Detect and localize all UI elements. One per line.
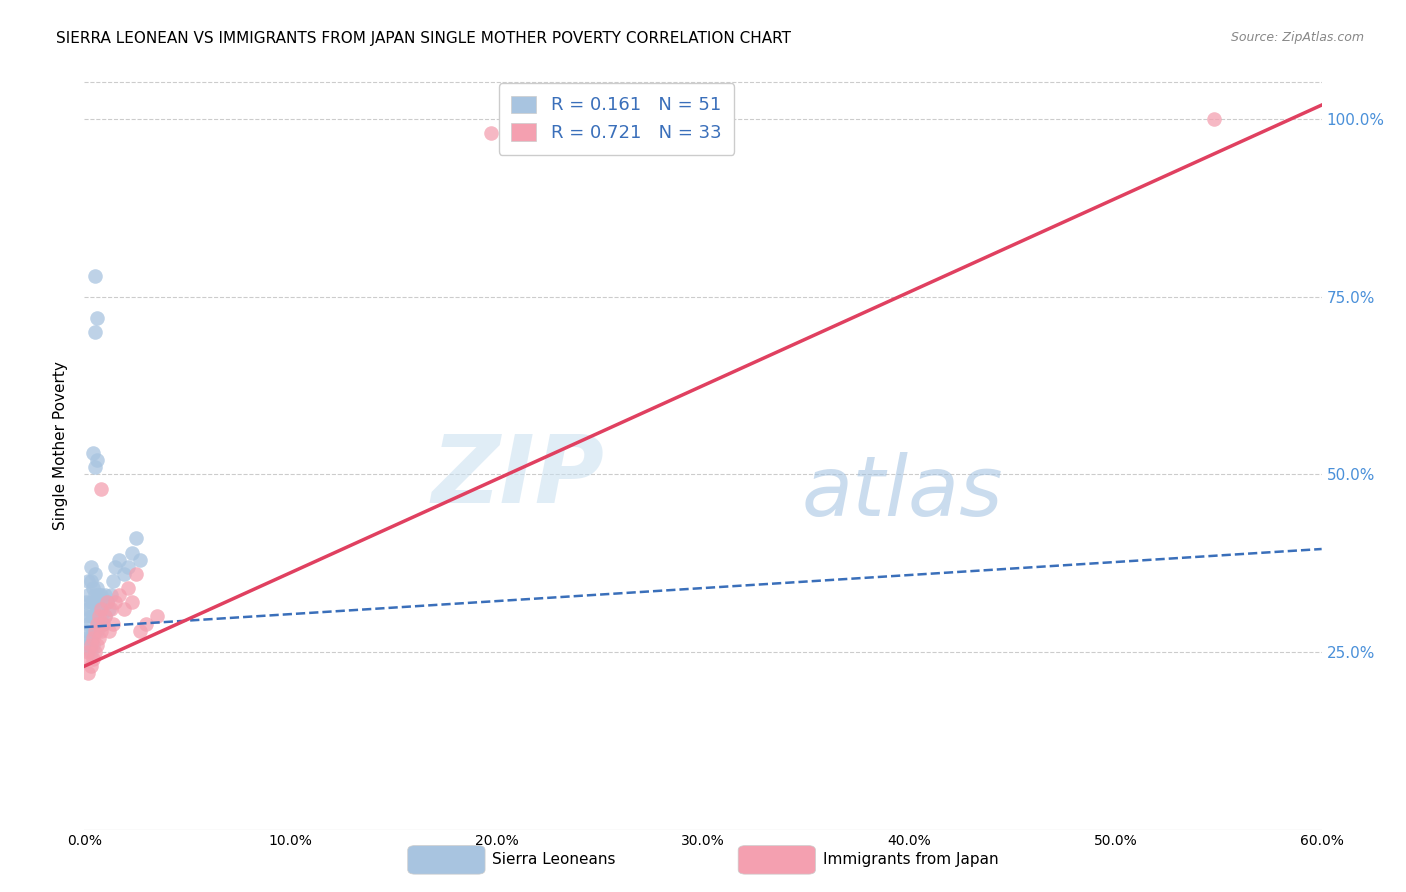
Point	[98, 624, 121, 638]
Point	[75, 609, 97, 624]
Point	[94, 588, 117, 602]
Y-axis label: Single Mother Poverty: Single Mother Poverty	[53, 361, 69, 531]
Point	[86, 453, 108, 467]
Point	[125, 532, 148, 546]
Point	[77, 666, 100, 681]
Point	[83, 588, 105, 602]
Point	[90, 624, 112, 638]
Point	[91, 595, 114, 609]
Point	[75, 595, 97, 609]
Point	[94, 609, 117, 624]
Point	[129, 624, 152, 638]
Point	[87, 609, 110, 624]
Point	[77, 645, 100, 659]
Point	[82, 609, 104, 624]
Text: SIERRA LEONEAN VS IMMIGRANTS FROM JAPAN SINGLE MOTHER POVERTY CORRELATION CHART: SIERRA LEONEAN VS IMMIGRANTS FROM JAPAN …	[56, 31, 792, 46]
Point	[108, 552, 131, 566]
Point	[79, 631, 101, 645]
Point	[112, 566, 135, 581]
Legend: R = 0.161   N = 51, R = 0.721   N = 33: R = 0.161 N = 51, R = 0.721 N = 33	[499, 83, 734, 155]
Point	[86, 609, 108, 624]
Text: Immigrants from Japan: Immigrants from Japan	[823, 853, 998, 867]
Point	[75, 624, 97, 638]
Point	[82, 624, 104, 638]
Point	[83, 624, 105, 638]
Point	[87, 616, 110, 631]
Point	[145, 609, 167, 624]
Point	[103, 616, 125, 631]
Point	[112, 602, 135, 616]
Point	[77, 602, 100, 616]
Text: ZIP: ZIP	[432, 431, 605, 523]
Point	[103, 574, 125, 588]
Point	[86, 581, 108, 595]
Point	[77, 574, 100, 588]
Text: Sierra Leoneans: Sierra Leoneans	[492, 853, 616, 867]
Point	[100, 602, 122, 616]
Point	[104, 595, 127, 609]
Point	[75, 652, 97, 666]
Point	[125, 566, 148, 581]
Text: Source: ZipAtlas.com: Source: ZipAtlas.com	[1230, 31, 1364, 45]
Point	[79, 559, 101, 574]
Point	[135, 616, 157, 631]
Point	[79, 638, 101, 652]
Point	[1204, 112, 1226, 127]
Point	[98, 602, 121, 616]
Point	[86, 595, 108, 609]
Text: atlas: atlas	[801, 451, 1004, 533]
Point	[121, 545, 143, 559]
Point	[86, 616, 108, 631]
Point	[100, 588, 122, 602]
Point	[90, 482, 112, 496]
Point	[83, 460, 105, 475]
Point	[90, 602, 112, 616]
Point	[86, 624, 108, 638]
Point	[82, 595, 104, 609]
Point	[83, 268, 105, 283]
Point	[90, 588, 112, 602]
Point	[87, 631, 110, 645]
Point	[79, 595, 101, 609]
Point	[90, 609, 112, 624]
Point	[82, 638, 104, 652]
Point	[96, 595, 118, 609]
Point	[104, 559, 127, 574]
Point	[87, 588, 110, 602]
Point	[77, 588, 100, 602]
Point	[91, 616, 114, 631]
Point	[83, 566, 105, 581]
Point	[77, 616, 100, 631]
Point	[79, 645, 101, 659]
Point	[79, 574, 101, 588]
Point	[83, 624, 105, 638]
Point	[79, 659, 101, 673]
Point	[82, 652, 104, 666]
Point	[77, 638, 100, 652]
Point	[94, 609, 117, 624]
Point	[87, 602, 110, 616]
Point	[83, 326, 105, 340]
Point	[117, 559, 139, 574]
Point	[96, 595, 118, 609]
Point	[82, 581, 104, 595]
Point	[108, 588, 131, 602]
Point	[82, 631, 104, 645]
Point	[75, 631, 97, 645]
Point	[117, 581, 139, 595]
Point	[83, 645, 105, 659]
Point	[86, 638, 108, 652]
Point	[91, 616, 114, 631]
Point	[82, 446, 104, 460]
Point	[129, 552, 152, 566]
Point	[79, 609, 101, 624]
Point	[83, 609, 105, 624]
Point	[479, 127, 502, 141]
Point	[121, 595, 143, 609]
Point	[86, 311, 108, 326]
